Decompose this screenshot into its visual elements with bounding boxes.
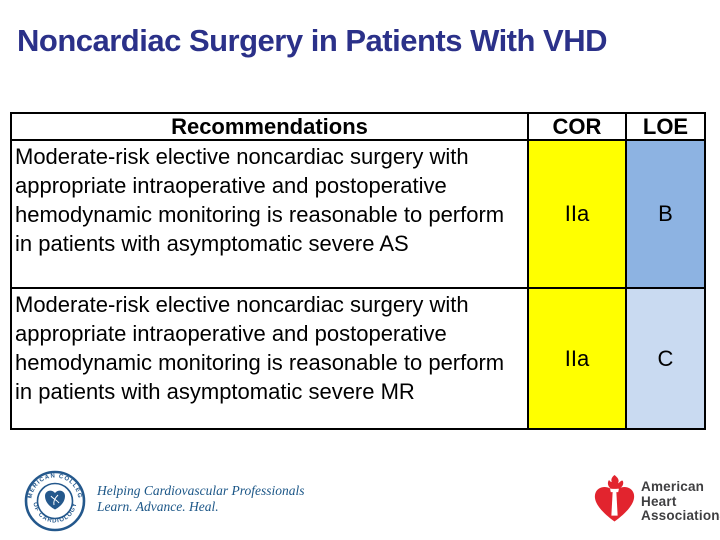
acc-seal-icon: AMERICAN COLLEGE OF CARDIOLOGY (24, 470, 86, 532)
aha-wordmark: American Heart Association® (641, 479, 720, 527)
column-header-recommendations: Recommendations (10, 112, 529, 141)
recommendation-text-mr: Moderate-risk elective noncardiac surger… (10, 287, 529, 430)
recommendations-table: Recommendations COR LOE Moderate-risk el… (10, 112, 706, 430)
cor-value: IIa (527, 139, 627, 289)
loe-value: C (625, 287, 706, 430)
aha-word-heart: Heart (641, 493, 677, 509)
page-title: Noncardiac Surgery in Patients With VHD (17, 23, 608, 58)
table-header-row: Recommendations COR LOE (10, 112, 706, 141)
aha-logo: American Heart Association® (591, 474, 720, 527)
acc-tagline: Helping Cardiovascular Professionals Lea… (97, 483, 305, 515)
recommendation-text-as: Moderate-risk elective noncardiac surger… (10, 139, 529, 289)
aha-word-american: American (641, 479, 705, 494)
acc-tagline-line1: Helping Cardiovascular Professionals (97, 483, 305, 498)
loe-value: B (625, 139, 706, 289)
cor-value: IIa (527, 287, 627, 430)
table-row: Moderate-risk elective noncardiac surger… (10, 287, 706, 430)
table-row: Moderate-risk elective noncardiac surger… (10, 139, 706, 289)
column-header-cor: COR (527, 112, 627, 141)
aha-heart-torch-icon (594, 475, 635, 522)
column-header-loe: LOE (625, 112, 706, 141)
acc-tagline-line2: Learn. Advance. Heal. (97, 499, 219, 514)
aha-word-association: Association® (641, 508, 720, 527)
